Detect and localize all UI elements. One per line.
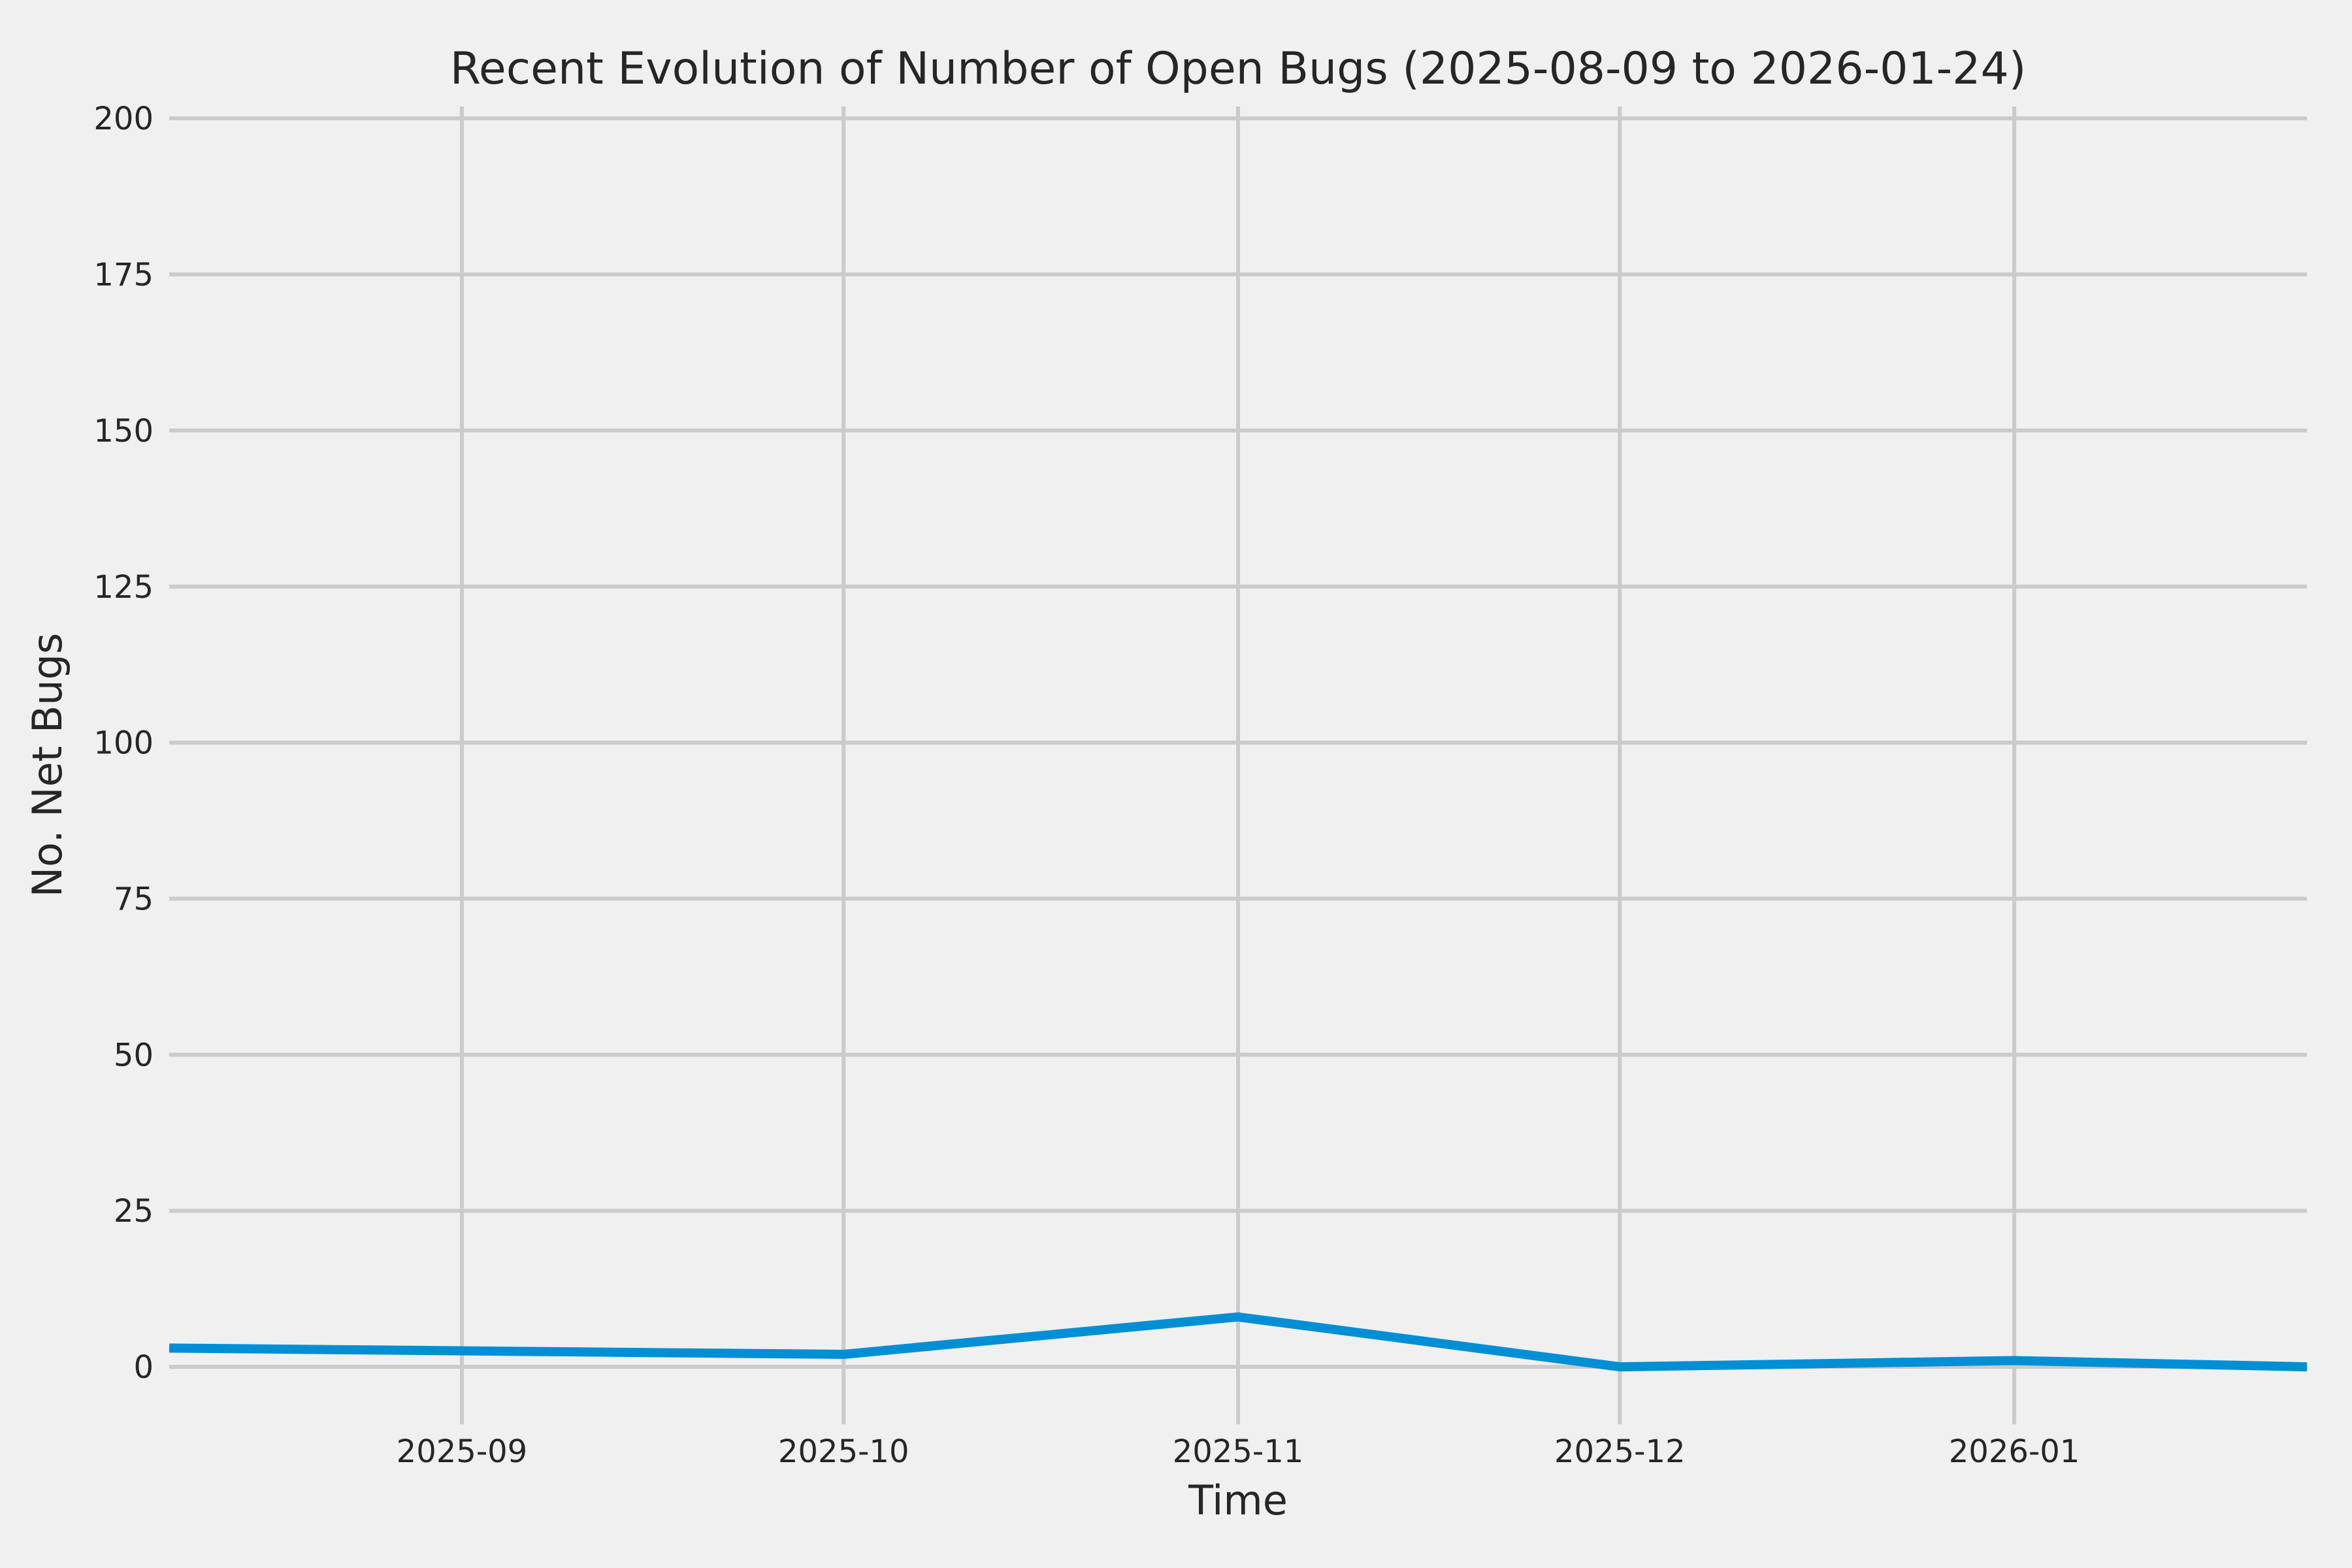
series-line-open-bugs <box>169 1312 2308 1372</box>
y-axis-tick-labels: 0 25 50 75 100 125 150 175 200 <box>93 101 154 1386</box>
x-gridlines <box>459 106 2017 1424</box>
y-tick-label: 125 <box>93 569 154 606</box>
chart-title: Recent Evolution of Number of Open Bugs … <box>450 43 2027 95</box>
y-tick-label: 100 <box>93 725 154 762</box>
y-gridlines <box>169 116 2307 1369</box>
x-tick-label: 2025-12 <box>1554 1433 1686 1470</box>
x-tick-label: 2026-01 <box>1949 1433 2080 1470</box>
y-tick-label: 200 <box>93 101 154 137</box>
x-tick-label: 2025-09 <box>397 1433 528 1470</box>
y-tick-label: 150 <box>93 413 154 449</box>
data-series <box>169 1312 2308 1372</box>
y-tick-label: 75 <box>114 881 154 917</box>
y-tick-label: 175 <box>93 257 154 293</box>
y-tick-label: 50 <box>114 1037 154 1073</box>
y-tick-label: 0 <box>133 1349 154 1386</box>
x-tick-label: 2025-10 <box>778 1433 909 1470</box>
y-axis-label: No. Net Bugs <box>24 633 71 898</box>
x-axis-tick-labels: 2025-09 2025-10 2025-11 2025-12 2026-01 <box>397 1433 2080 1470</box>
x-tick-label: 2025-11 <box>1173 1433 1304 1470</box>
y-tick-label: 25 <box>114 1193 154 1230</box>
x-axis-label: Time <box>1188 1477 1288 1524</box>
